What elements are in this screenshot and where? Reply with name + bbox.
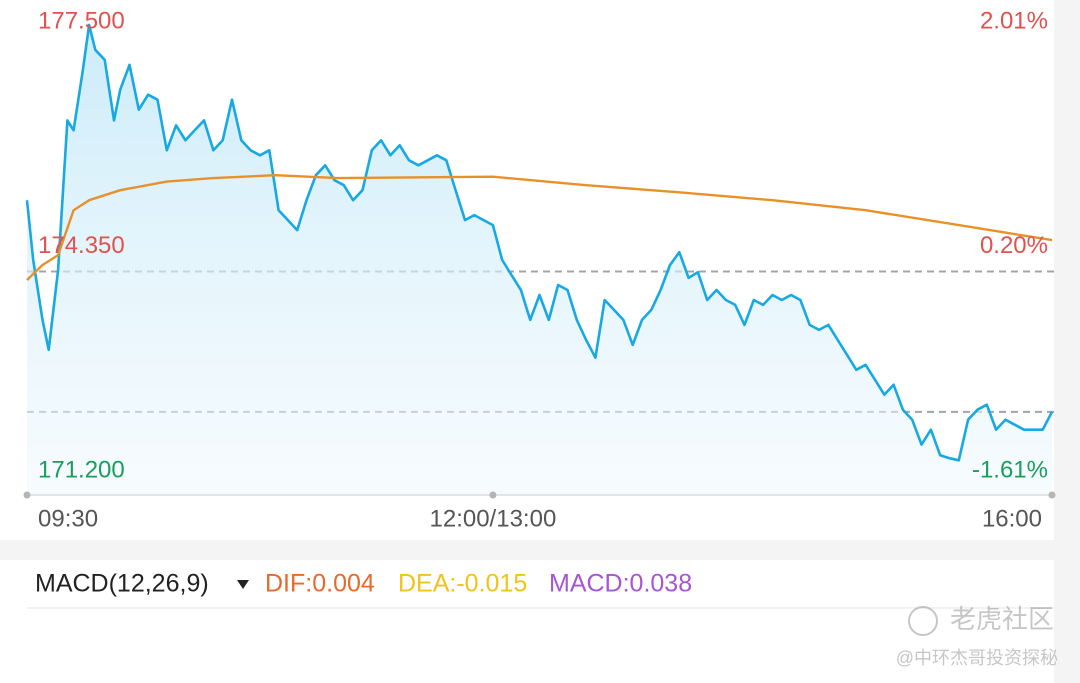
dif-label: DIF:0.004	[265, 570, 375, 598]
watermark-icon	[908, 606, 938, 636]
y-tick-label: 177.500	[38, 7, 125, 34]
x-tick-label: 09:30	[38, 505, 98, 532]
watermark-brand: 老虎社区	[950, 604, 1054, 634]
x-tick-label: 12:00/13:00	[430, 505, 557, 532]
x-tick-mark	[489, 491, 497, 499]
y2-tick-label: 2.01%	[980, 7, 1048, 34]
y2-tick-label: -1.61%	[972, 456, 1048, 483]
x-tick-mark	[1048, 491, 1056, 499]
price-area	[27, 24, 1052, 496]
price-line	[25, 23, 1054, 462]
x-tick-mark	[23, 491, 31, 499]
indicator-name[interactable]: MACD(12,26,9)	[35, 570, 209, 598]
y-tick-label: 174.350	[38, 232, 125, 259]
y-tick-label: 171.200	[38, 456, 125, 483]
dea-label: DEA:-0.015	[398, 570, 527, 598]
panel-gap	[0, 540, 1080, 560]
watermark: 老虎社区 @中环杰哥投资探秘	[896, 604, 1058, 668]
macd-label: MACD:0.038	[549, 570, 692, 598]
side-strip	[1054, 0, 1080, 683]
watermark-author: @中环杰哥投资探秘	[896, 648, 1058, 668]
price-chart: 09:30 12:00/13:00 16:00 177.500 174.350 171.2…	[23, 7, 1056, 532]
dropdown-icon[interactable]	[237, 580, 249, 589]
x-tick-label: 16:00	[982, 505, 1042, 532]
y2-tick-label: 0.20%	[980, 232, 1048, 259]
average-line	[26, 174, 1053, 281]
indicator-header: MACD(12,26,9) DIF:0.004 DEA:-0.015 MACD:…	[35, 570, 692, 598]
